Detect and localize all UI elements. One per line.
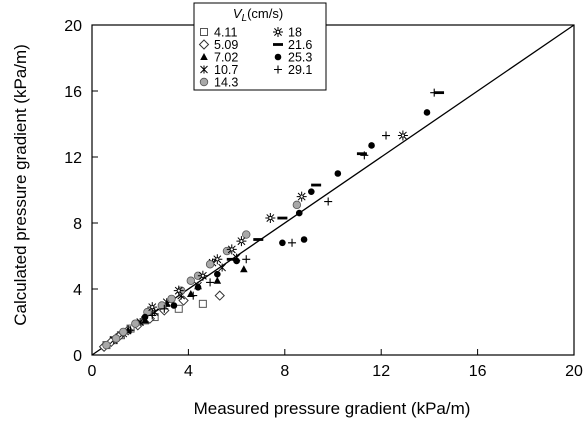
x-axis-label: Measured pressure gradient (kPa/m) — [194, 399, 471, 418]
legend-label: 4.11 — [214, 26, 237, 40]
data-point-25-3 — [423, 109, 431, 116]
data-point-29-1 — [160, 304, 169, 313]
legend-label: 25.3 — [288, 51, 312, 65]
data-point-29-1 — [242, 255, 251, 264]
data-point-14-3 — [131, 319, 140, 328]
data-point-25-3 — [214, 270, 221, 278]
data-point-18 — [265, 213, 276, 224]
data-point-25-3 — [279, 239, 286, 247]
legend-marker — [274, 53, 282, 61]
data-point-14-3 — [102, 340, 111, 350]
legend-marker — [200, 65, 208, 74]
data-point-25-3 — [368, 142, 375, 149]
data-point-5-09 — [214, 290, 225, 301]
data-point-21-6 — [277, 216, 288, 220]
data-point-21-6 — [356, 152, 367, 156]
data-point-25-3 — [308, 188, 315, 195]
legend-label: 5.09 — [214, 38, 238, 52]
data-point-14-3 — [205, 260, 215, 269]
legend-marker — [273, 43, 283, 46]
legend-marker — [200, 28, 208, 36]
x-tick-label: 12 — [372, 363, 390, 380]
y-tick-label: 0 — [73, 348, 82, 365]
data-point-14-3 — [111, 334, 121, 343]
legend-marker — [273, 27, 283, 37]
legend-marker — [274, 65, 282, 74]
legend-label: 7.02 — [214, 51, 238, 65]
data-point-18 — [197, 270, 208, 281]
data-point-18 — [236, 236, 247, 247]
data-point-18 — [296, 191, 307, 202]
data-point-25-3 — [233, 257, 240, 265]
data-point-25-3 — [295, 209, 303, 217]
y-tick-label: 8 — [73, 216, 82, 233]
legend-label: 21.6 — [288, 38, 312, 52]
y-tick-label: 12 — [64, 150, 82, 167]
data-point-7-02 — [240, 265, 248, 273]
data-point-18 — [147, 302, 158, 313]
data-point-4-11 — [174, 304, 183, 313]
y-tick-label: 4 — [73, 282, 82, 299]
data-point-4-11 — [198, 299, 207, 308]
data-point-21-6 — [253, 238, 264, 241]
data-point-18 — [226, 244, 237, 255]
legend-marker — [198, 39, 210, 50]
y-tick-label: 16 — [64, 84, 82, 101]
axes: 0 4 8 12 16 20 0 4 8 12 16 20 — [64, 18, 583, 380]
data-point-29-1 — [430, 88, 439, 97]
plot-frame — [91, 24, 575, 356]
x-tick-label: 4 — [184, 363, 193, 380]
legend-title: VL(cm/s) — [233, 6, 283, 24]
legend-marker — [200, 53, 208, 60]
y-axis-label: Calculated pressure gradient (kPa/m) — [11, 44, 30, 326]
data-point-29-1 — [126, 326, 135, 335]
data-point-29-1 — [148, 311, 157, 320]
data-point-21-6 — [434, 91, 445, 95]
data-point-29-1 — [288, 238, 297, 247]
data-point-29-1 — [360, 151, 369, 160]
data-point-29-1 — [189, 291, 198, 300]
legend-label: 18 — [288, 26, 302, 40]
data-point-25-3 — [334, 170, 342, 177]
data-point-25-3 — [141, 313, 149, 321]
data-point-10-7 — [218, 263, 226, 272]
y-tick-label: 20 — [64, 18, 82, 35]
legend-label: 10.7 — [214, 63, 238, 77]
x-tick-label: 8 — [280, 363, 289, 380]
data-point-14-3 — [242, 230, 251, 239]
data-point-21-6 — [226, 257, 237, 261]
data-point-18 — [397, 130, 408, 141]
data-points — [98, 88, 445, 352]
data-point-25-3 — [170, 302, 178, 309]
data-point-25-3 — [194, 284, 202, 291]
data-point-29-1 — [206, 278, 215, 287]
data-point-14-3 — [186, 276, 196, 285]
x-tick-label: 0 — [88, 363, 97, 380]
data-point-29-1 — [324, 197, 333, 206]
data-point-29-1 — [382, 131, 391, 140]
legend-marker — [199, 77, 209, 87]
data-point-18 — [212, 254, 223, 265]
data-point-14-3 — [167, 294, 176, 304]
data-point-14-3 — [292, 200, 302, 210]
data-point-18 — [173, 285, 184, 296]
legend-label: 14.3 — [214, 76, 238, 90]
x-tick-label: 16 — [469, 363, 487, 380]
legend-label: 29.1 — [288, 63, 312, 77]
data-point-21-6 — [311, 183, 322, 187]
x-tick-label: 20 — [565, 363, 583, 380]
legend-box — [193, 2, 327, 91]
data-point-25-3 — [300, 236, 308, 243]
data-point-14-3 — [119, 327, 128, 337]
data-point-7-02 — [213, 276, 222, 284]
